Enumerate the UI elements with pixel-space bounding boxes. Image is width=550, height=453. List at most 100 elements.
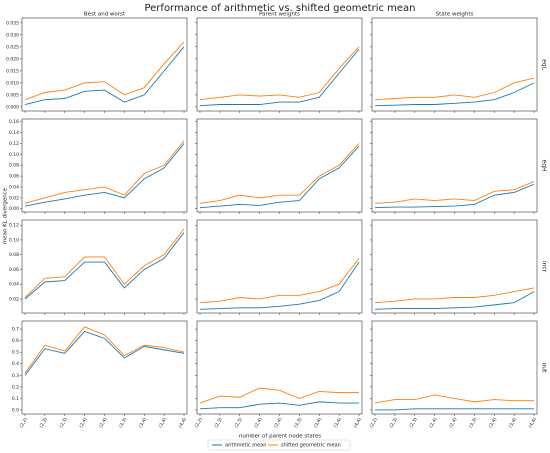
y-tick-label: 0.010 <box>6 80 19 86</box>
y-tick-label: 0.14 <box>9 130 19 136</box>
x-tick-label: (2,4) <box>78 417 89 429</box>
y-tick-label: 0.4 <box>12 361 19 367</box>
y-tick-label: 0.04 <box>9 184 19 190</box>
series-line <box>374 394 534 404</box>
x-tick-label: (2,4) <box>253 417 264 429</box>
x-tick-label: (2,2) <box>193 417 204 429</box>
y-tick-label: 0.5 <box>12 350 19 356</box>
y-tick-label: 0.16 <box>9 119 19 125</box>
x-tick-label: (2,4) <box>273 417 284 429</box>
row-label: eqL <box>541 59 548 71</box>
series-line <box>375 408 534 411</box>
y-tick-label: 0.02 <box>9 195 19 201</box>
panel-frame <box>21 219 188 314</box>
panel-frame <box>21 17 188 112</box>
series-line <box>24 140 185 204</box>
y-tick-label: 0.12 <box>9 223 19 229</box>
series-line <box>374 77 535 101</box>
panel-frame <box>196 320 363 415</box>
y-tick-label: 0.1 <box>12 396 19 402</box>
x-tick-label: (2,3) <box>408 417 419 429</box>
y-axis-label: mean KL divergence <box>3 187 9 244</box>
series-line <box>199 401 359 410</box>
column-title: Parent weights <box>259 12 300 18</box>
y-tick-label: 0.06 <box>9 174 19 180</box>
y-tick-label: 0.10 <box>9 237 19 243</box>
series-line <box>24 330 185 376</box>
series-line <box>374 181 535 204</box>
x-tick-label: (2,4) <box>98 417 109 429</box>
y-tick-label: 0.030 <box>6 32 19 38</box>
x-tick-label: (3,3) <box>293 417 304 429</box>
x-axis-label: number of parent node states <box>239 434 321 440</box>
x-tick-label: (3,4) <box>158 417 169 429</box>
x-tick-label: (3,4) <box>508 417 519 429</box>
panel-frame <box>371 219 538 314</box>
x-tick-label: (2,3) <box>388 417 399 429</box>
row-label: eqH <box>541 159 548 171</box>
y-tick-label: 0.000 <box>6 104 19 110</box>
x-tick-label: (3,4) <box>488 417 499 429</box>
y-tick-label: 0.020 <box>6 56 19 62</box>
series-line <box>24 232 185 300</box>
x-tick-label: (2,4) <box>428 417 439 429</box>
column-title: Best and worst <box>84 12 126 18</box>
series-line <box>374 287 535 304</box>
x-tick-label: (2,3) <box>213 417 224 429</box>
row-label: incr <box>541 261 548 273</box>
y-tick-label: 0.00 <box>9 206 19 212</box>
series-line <box>24 228 185 298</box>
series-line <box>374 183 535 209</box>
series-line <box>24 46 185 105</box>
y-tick-label: 0.04 <box>9 282 19 288</box>
panel-frame <box>196 118 363 213</box>
x-tick-label: (3,3) <box>118 417 129 429</box>
x-tick-label: (2,3) <box>233 417 244 429</box>
y-tick-label: 0.025 <box>6 44 19 50</box>
x-tick-label: (3,4) <box>313 417 324 429</box>
series-line <box>24 41 185 101</box>
y-tick-label: 0.7 <box>12 327 19 333</box>
series-line <box>374 82 535 107</box>
series-line <box>199 46 360 101</box>
x-tick-label: (3,4) <box>333 417 344 429</box>
y-tick-label: 0.015 <box>6 68 19 74</box>
x-tick-label: (2,3) <box>58 417 69 429</box>
y-tick-label: 0.08 <box>9 252 19 258</box>
series-line <box>199 48 360 107</box>
x-tick-label: (4,4) <box>527 417 538 429</box>
row-label: out <box>541 363 548 373</box>
x-tick-label: (4,4) <box>352 417 363 429</box>
y-tick-label: 0.08 <box>9 163 19 169</box>
x-tick-label: (3,4) <box>138 417 149 429</box>
y-tick-label: 0.6 <box>12 338 19 344</box>
legend-label: arithmetic mean <box>225 443 266 449</box>
x-tick-label: (2,4) <box>448 417 459 429</box>
panel-frame <box>371 17 538 112</box>
chart-title: Performance of arithmetic vs. shifted ge… <box>144 3 415 14</box>
y-tick-label: 0.12 <box>9 141 19 147</box>
x-tick-label: (2,2) <box>18 417 29 429</box>
series-line <box>199 258 360 304</box>
y-tick-label: 0.2 <box>12 384 19 390</box>
legend-label: shifted geometric mean <box>281 443 341 449</box>
series-line <box>199 261 360 310</box>
panel-frame <box>196 219 363 314</box>
series-line <box>374 291 535 310</box>
x-tick-label: (4,4) <box>177 417 188 429</box>
y-tick-label: 0.3 <box>12 373 19 379</box>
x-tick-label: (3,3) <box>468 417 479 429</box>
panel-frame <box>21 118 188 213</box>
legend-box <box>207 439 351 451</box>
y-tick-label: 0.035 <box>6 20 19 26</box>
y-tick-label: 0.06 <box>9 267 19 273</box>
series-line <box>199 143 360 204</box>
panel-frame <box>371 118 538 213</box>
column-title: State weights <box>436 12 474 18</box>
x-tick-label: (2,2) <box>368 417 379 429</box>
y-tick-label: 0.0 <box>12 407 19 413</box>
y-tick-label: 0.005 <box>6 92 19 98</box>
series-line <box>199 145 360 209</box>
series-line <box>24 326 185 374</box>
